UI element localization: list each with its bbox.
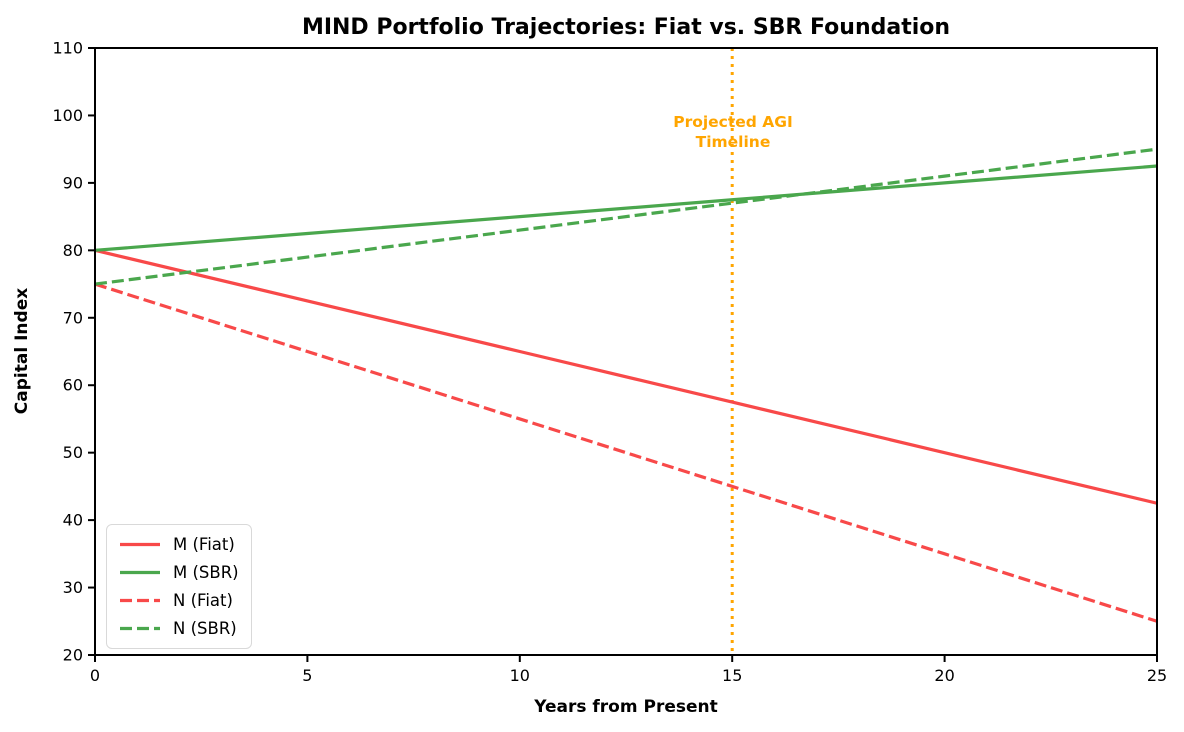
legend-sample-n-fiat: [120, 598, 160, 603]
legend-sample-m-fiat: [120, 542, 160, 547]
y-tick-label: 50: [63, 443, 83, 462]
y-tick-label: 60: [63, 376, 83, 395]
y-tick-label: 90: [63, 173, 83, 192]
chart-title: MIND Portfolio Trajectories: Fiat vs. SB…: [302, 15, 950, 40]
series-line-m-fiat: [94, 248, 1158, 505]
y-tick-label: 30: [63, 578, 83, 597]
x-tick-label: 0: [90, 666, 100, 685]
chart-layer: 20 30 40 50 60 70 80 90 100 110 0 5 10 15 20 25: [52, 39, 1167, 686]
x-tick-label: 20: [934, 666, 954, 685]
axes-spines: [94, 47, 1158, 656]
legend-item-m-fiat: M (Fiat): [119, 535, 239, 554]
series-line-m-sbr: [94, 164, 1158, 252]
y-tick-label: 110: [52, 39, 83, 58]
x-tick-label: 10: [510, 666, 530, 685]
x-tick-label: 25: [1147, 666, 1167, 685]
agi-annotation: Projected AGI Timeline: [673, 113, 793, 151]
y-tick-label: 20: [63, 646, 83, 665]
y-tick-label: 80: [63, 241, 83, 260]
agi-annotation-line2: Timeline: [696, 133, 771, 151]
legend-item-n-fiat: N (Fiat): [119, 591, 239, 610]
y-axis-label: Capital Index: [12, 288, 32, 414]
series-line-n-fiat: [94, 282, 1158, 623]
legend: M (Fiat) M (SBR) N (Fiat) N (SBR): [106, 524, 252, 649]
legend-item-m-sbr: M (SBR): [119, 563, 239, 582]
x-tick-label: 15: [722, 666, 742, 685]
legend-label-m-fiat: M (Fiat): [173, 535, 235, 554]
legend-label-n-sbr: N (SBR): [173, 619, 237, 638]
y-tick-label: 40: [63, 511, 83, 530]
y-tick-label: 100: [52, 106, 83, 125]
x-tick-label: 5: [302, 666, 312, 685]
series-line-n-sbr: [94, 147, 1158, 286]
legend-sample-n-sbr: [120, 626, 160, 631]
legend-label-m-sbr: M (SBR): [173, 563, 239, 582]
legend-item-n-sbr: N (SBR): [119, 619, 239, 638]
x-axis-label: Years from Present: [533, 697, 718, 717]
agi-annotation-line1: Projected AGI: [673, 113, 793, 131]
legend-label-n-fiat: N (Fiat): [173, 591, 233, 610]
legend-sample-m-sbr: [120, 570, 160, 575]
y-tick-label: 70: [63, 308, 83, 327]
